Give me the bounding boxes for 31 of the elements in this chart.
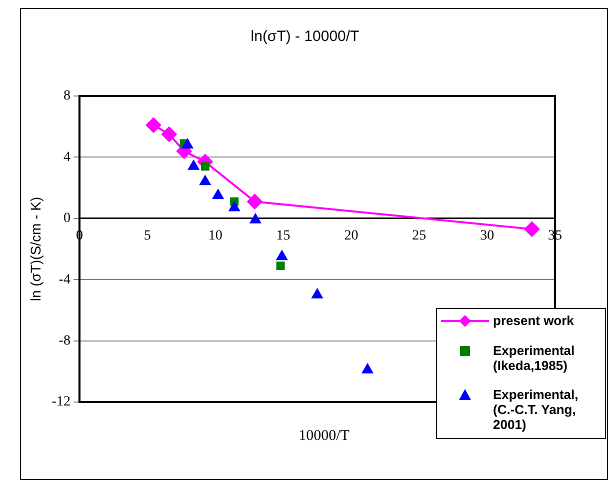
y-tick-label: 0 <box>63 211 70 226</box>
point <box>212 188 224 199</box>
point <box>249 212 262 224</box>
x-tick-label: 15 <box>276 228 290 244</box>
point <box>361 362 374 374</box>
point <box>161 126 178 142</box>
point <box>524 221 540 238</box>
point <box>200 162 210 171</box>
point <box>146 117 162 134</box>
legend-label: Experimental, (C.-C.T. Yang, 2001) <box>493 387 580 432</box>
x-tick-label: 30 <box>480 228 494 244</box>
x-tick-label: 10 <box>208 228 222 244</box>
point <box>228 200 240 212</box>
point <box>199 174 212 186</box>
x-tick-label: 5 <box>144 228 151 244</box>
y-tick-label: -8 <box>58 333 70 348</box>
x-tick-label: 25 <box>412 228 426 244</box>
y-tick-label: -12 <box>52 394 70 410</box>
y-tick-label: -4 <box>58 272 70 288</box>
point <box>276 250 288 260</box>
legend-label: Experimental (Ikeda,1985) <box>493 343 576 373</box>
chart-title: ln(σT) - 10000/T <box>250 28 360 45</box>
y-axis-title: ln (σT)(S/cm - K) <box>27 196 44 302</box>
x-axis-title: 10000/T <box>298 428 350 444</box>
point <box>276 262 285 270</box>
legend-label: present work <box>493 313 574 328</box>
point <box>246 194 263 210</box>
y-tick-label: 8 <box>63 88 70 104</box>
point <box>311 288 324 298</box>
x-tick-label: 20 <box>344 228 358 244</box>
y-tick-label: 4 <box>63 150 70 165</box>
